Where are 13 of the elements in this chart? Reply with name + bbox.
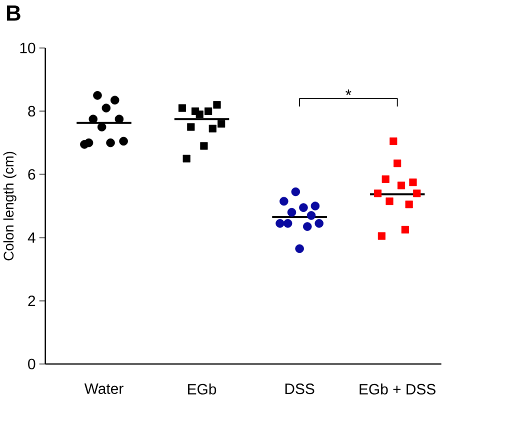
text: B xyxy=(6,6,20,21)
x-tick-label: EGb + DSS xyxy=(360,384,436,394)
annotation: * xyxy=(346,90,352,96)
y-tick-label: 8 xyxy=(28,106,36,116)
x-tick-label: DSS xyxy=(285,384,314,394)
y-tick-label: 10 xyxy=(20,42,36,54)
x-tick-label: EGb xyxy=(188,384,216,394)
y-tick-label: 4 xyxy=(28,232,36,243)
y-axis-title: Colon length (cm) xyxy=(3,152,16,260)
y-tick-label: 6 xyxy=(28,169,36,180)
y-tick-label: 2 xyxy=(28,296,36,306)
x-tick-label: Water xyxy=(84,384,124,394)
y-tick-label: 0 xyxy=(28,358,36,370)
